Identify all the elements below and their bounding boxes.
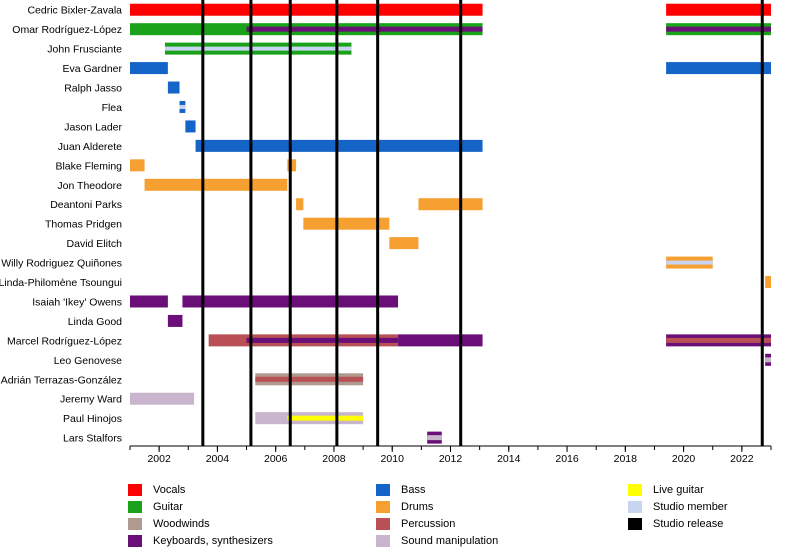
legend-item: Live guitar bbox=[628, 482, 704, 498]
x-tick-label: 2008 bbox=[322, 453, 346, 465]
legend-label: Bass bbox=[401, 484, 426, 496]
legend-item: Keyboards, synthesizers bbox=[128, 533, 273, 549]
bar-adri-n-terrazas-gonz-lez-percussion-overlay bbox=[255, 376, 364, 382]
bar-lars-stalfors-sound-overlay bbox=[427, 435, 442, 441]
member-label: Cedric Bixler-Zavala bbox=[27, 5, 122, 17]
bar-cedric-bixler-zavala-vocals bbox=[130, 3, 483, 16]
x-tick-label: 2018 bbox=[614, 453, 638, 465]
bar-blake-fleming-drums bbox=[130, 159, 145, 172]
legend-label: Percussion bbox=[401, 518, 456, 530]
bar-deantoni-parks-drums bbox=[418, 198, 483, 211]
bar-marcel-rodr-guez-l-pez-percussion-overlay bbox=[666, 337, 771, 343]
member-label: Jason Lader bbox=[64, 121, 122, 133]
legend-swatch bbox=[128, 535, 142, 547]
member-label: Linda Good bbox=[68, 316, 122, 328]
legend-swatch bbox=[628, 501, 642, 513]
member-label: Eva Gardner bbox=[62, 63, 122, 75]
legend-swatch bbox=[376, 501, 390, 513]
member-label: Juan Alderete bbox=[58, 141, 122, 153]
member-label: Linda-Philomène Tsoungui bbox=[0, 277, 122, 289]
bar-juan-alderete-bass bbox=[195, 139, 483, 152]
bar-studio-stripe bbox=[666, 260, 713, 265]
timeline-chart: Cedric Bixler-Zavala Omar Rodríguez-López… bbox=[0, 0, 772, 465]
legend-item: Drums bbox=[376, 499, 433, 515]
member-label: Thomas Pridgen bbox=[45, 219, 122, 231]
legend-item: Guitar bbox=[128, 499, 183, 515]
bar-linda-philom-ne-tsoungui-drums bbox=[765, 276, 771, 289]
bar-david-elitch-drums bbox=[389, 237, 419, 250]
member-label: Lars Stalfors bbox=[63, 433, 122, 445]
legend-label: Studio release bbox=[653, 518, 724, 530]
member-label: Flea bbox=[102, 102, 123, 114]
member-label: Blake Fleming bbox=[55, 160, 122, 172]
bar-linda-good-keyboards bbox=[167, 314, 183, 327]
member-label: Omar Rodríguez-López bbox=[12, 24, 122, 36]
x-tick-label: 2004 bbox=[206, 453, 230, 465]
legend-label: Sound manipulation bbox=[401, 535, 499, 547]
bar-isaiah-ikey-owens-keyboards bbox=[130, 295, 168, 308]
legend-item: Studio member bbox=[628, 499, 728, 515]
member-label: Paul Hinojos bbox=[63, 413, 122, 425]
legend-item: Woodwinds bbox=[128, 516, 210, 532]
legend-swatch bbox=[128, 501, 142, 513]
bar-omar-rodr-guez-l-pez-keyboards-overlay bbox=[666, 26, 771, 32]
bar-jason-lader-bass bbox=[185, 120, 196, 133]
legend-swatch bbox=[376, 535, 390, 547]
legend-item: Vocals bbox=[128, 482, 185, 498]
member-label: Marcel Rodríguez-López bbox=[7, 335, 122, 347]
bar-paul-hinojos-live_guitar-overlay bbox=[287, 415, 364, 421]
bar-leo-genovese-sound-overlay bbox=[765, 357, 771, 363]
legend-swatch bbox=[628, 484, 642, 496]
bar-jeremy-ward-sound bbox=[130, 392, 195, 405]
legend-item: Sound manipulation bbox=[376, 533, 498, 549]
legend-swatch bbox=[128, 518, 142, 530]
legend-label: Guitar bbox=[153, 501, 183, 513]
legend-swatch bbox=[628, 518, 642, 530]
x-tick-label: 2016 bbox=[555, 453, 579, 465]
bar-ralph-jasso-bass bbox=[167, 81, 180, 94]
member-label: John Frusciante bbox=[47, 44, 122, 56]
member-label: Willy Rodriguez Quiñones bbox=[1, 258, 122, 270]
x-tick-label: 2002 bbox=[147, 453, 171, 465]
bar-jon-theodore-drums bbox=[144, 178, 288, 191]
legend: Vocals Guitar Woodwinds Keyboards, synthesi… bbox=[0, 470, 800, 560]
member-label: Leo Genovese bbox=[54, 355, 122, 367]
bar-thomas-pridgen-drums bbox=[303, 217, 390, 230]
x-tick-label: 2010 bbox=[381, 453, 405, 465]
bar-marcel-rodr-guez-l-pez-keyboards bbox=[398, 334, 483, 347]
bar-studio-stripe bbox=[179, 104, 186, 109]
x-tick-label: 2006 bbox=[264, 453, 288, 465]
legend-item: Studio release bbox=[628, 516, 723, 532]
x-tick-label: 2022 bbox=[730, 453, 754, 465]
member-label: Ralph Jasso bbox=[64, 83, 122, 95]
bar-deantoni-parks-drums bbox=[296, 198, 304, 211]
member-label: Jeremy Ward bbox=[60, 394, 122, 406]
legend-swatch bbox=[376, 518, 390, 530]
legend-label: Woodwinds bbox=[153, 518, 210, 530]
legend-label: Studio member bbox=[653, 501, 728, 513]
member-label: Adrián Terrazas-González bbox=[1, 374, 122, 386]
bar-cedric-bixler-zavala-vocals bbox=[666, 3, 771, 16]
member-label: Deantoni Parks bbox=[50, 199, 122, 211]
bar-eva-gardner-bass bbox=[666, 62, 771, 75]
legend-label: Keyboards, synthesizers bbox=[153, 535, 273, 547]
bar-eva-gardner-bass bbox=[130, 62, 168, 75]
x-tick-label: 2012 bbox=[439, 453, 463, 465]
legend-swatch bbox=[376, 484, 390, 496]
member-label: Isaiah 'Ikey' Owens bbox=[32, 296, 122, 308]
member-label: David Elitch bbox=[67, 238, 123, 250]
bar-omar-rodr-guez-l-pez-keyboards-overlay bbox=[246, 26, 483, 32]
member-label: Jon Theodore bbox=[57, 180, 122, 192]
legend-label: Vocals bbox=[153, 484, 186, 496]
legend-label: Drums bbox=[401, 501, 434, 513]
bar-studio-stripe bbox=[164, 46, 352, 51]
bar-marcel-rodr-guez-l-pez-keyboards-overlay bbox=[246, 337, 399, 343]
x-tick-label: 2020 bbox=[672, 453, 696, 465]
legend-label: Live guitar bbox=[653, 484, 704, 496]
legend-swatch bbox=[128, 484, 142, 496]
legend-item: Bass bbox=[376, 482, 425, 498]
legend-item: Percussion bbox=[376, 516, 455, 532]
x-tick-label: 2014 bbox=[497, 453, 521, 465]
